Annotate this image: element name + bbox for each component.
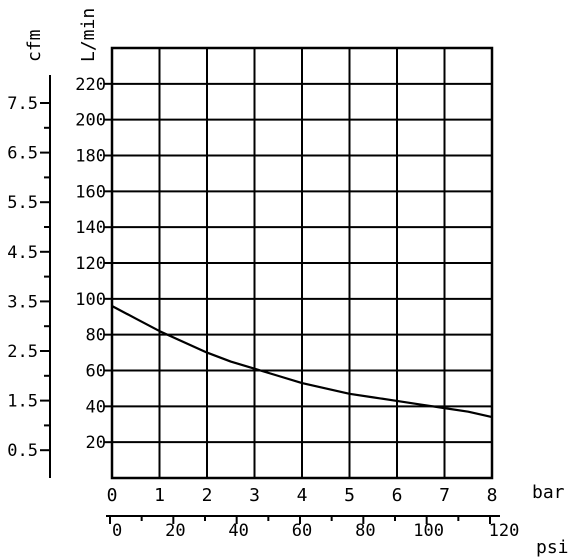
cfm-tick-label: 2.5 — [7, 342, 38, 362]
psi-tick-label: 100 — [413, 521, 444, 541]
y-tick-label: 100 — [75, 290, 106, 310]
y-tick-label: 180 — [75, 147, 106, 167]
x-tick-label: 0 — [107, 485, 118, 506]
y-tick-label: 140 — [75, 218, 106, 238]
cfm-tick-label: 0.5 — [7, 441, 38, 461]
y-tick-label: 40 — [86, 397, 106, 417]
y-tick-label: 200 — [75, 111, 106, 131]
psi-tick-label: 60 — [292, 521, 312, 541]
x-tick-label: 2 — [202, 485, 213, 506]
y-tick-label: 120 — [75, 254, 106, 274]
psi-tick-label: 80 — [355, 521, 375, 541]
psi-tick-label: 120 — [489, 521, 520, 541]
series-line — [111, 305, 493, 419]
x-tick-label: 8 — [487, 485, 498, 506]
x-tick-label: 3 — [249, 485, 260, 506]
cfm-tick-label: 7.5 — [7, 94, 38, 114]
x-tick-label: 4 — [297, 485, 308, 506]
x-axis-title: bar — [532, 482, 565, 503]
psi-tick-label: 20 — [165, 521, 185, 541]
bar-axis: 0 1 2 3 4 5 6 7 8 — [107, 485, 498, 506]
psi-axis-title: psi — [536, 537, 569, 558]
y-tick-label: 220 — [75, 75, 106, 95]
x-tick-label: 6 — [392, 485, 403, 506]
psi-tick-label: 40 — [228, 521, 248, 541]
cfm-axis-title: cfm — [24, 29, 45, 62]
x-tick-label: 7 — [439, 485, 450, 506]
cfm-tick-label: 3.5 — [7, 292, 38, 312]
x-tick-label: 1 — [154, 485, 165, 506]
x-tick-label: 5 — [344, 485, 355, 506]
psi-axis: 0 20 40 60 80 100 120 — [106, 515, 520, 541]
series-layer — [111, 305, 493, 419]
cfm-tick-label: 6.5 — [7, 144, 38, 164]
cfm-tick-label: 1.5 — [7, 392, 38, 412]
cfm-tick-label: 5.5 — [7, 193, 38, 213]
cfm-axis: 7.5 6.5 5.5 4.5 3.5 2.5 1.5 0.5 — [7, 75, 51, 478]
grid — [112, 48, 492, 478]
left-y-axis: 20 40 60 80 100 120 140 160 180 200 220 — [75, 75, 112, 453]
y-tick-label: 60 — [86, 362, 106, 382]
y-tick-label: 20 — [86, 433, 106, 453]
y-axis-title: L/min — [78, 8, 99, 62]
cfm-tick-label: 4.5 — [7, 243, 38, 263]
y-tick-label: 80 — [86, 326, 106, 346]
y-tick-label: 160 — [75, 182, 106, 202]
psi-tick-label: 0 — [112, 521, 122, 541]
